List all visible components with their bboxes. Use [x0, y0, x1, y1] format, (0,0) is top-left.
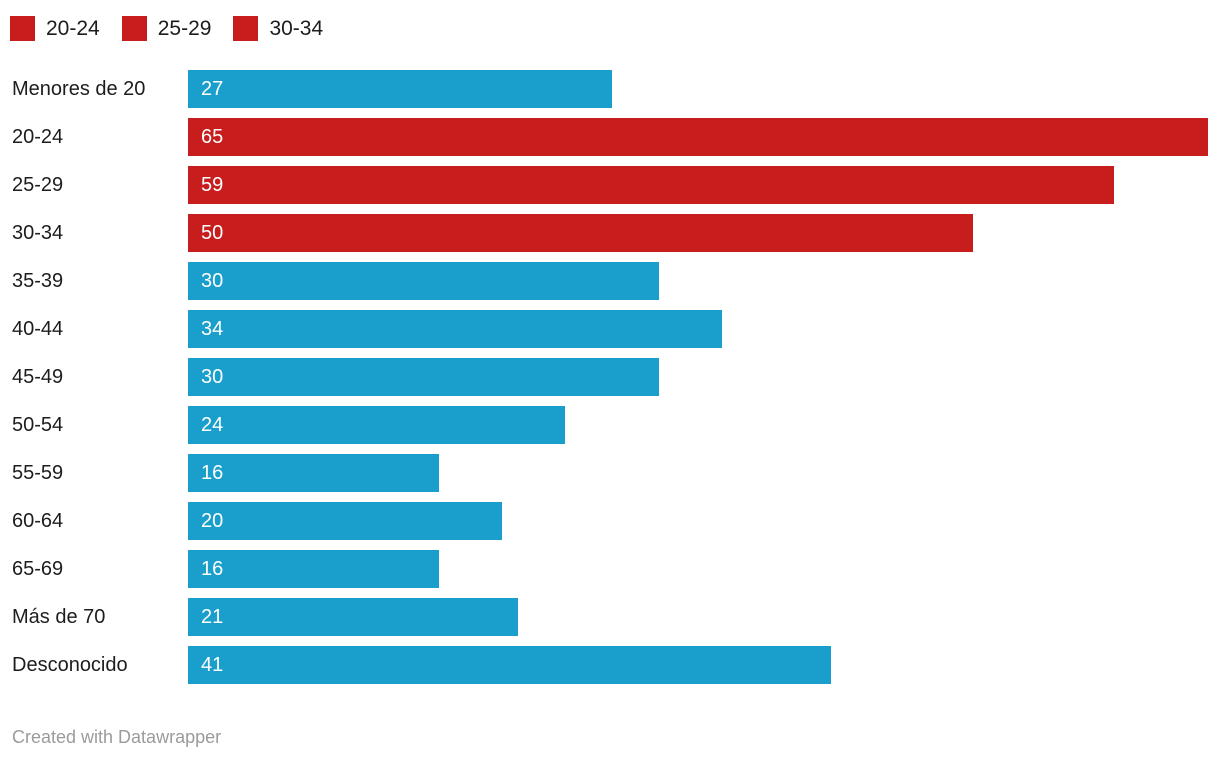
category-label: 55-59 — [12, 461, 64, 484]
category-label: 45-49 — [12, 365, 64, 388]
bar-track: 30 — [188, 262, 1208, 300]
bar-row: 60-64 20 — [0, 502, 1208, 540]
bar-value-label: 50 — [201, 221, 224, 244]
bar-value-label: 27 — [201, 77, 224, 100]
bar: 30 — [188, 262, 659, 300]
category-label: Desconocido — [12, 653, 128, 676]
datawrapper-credit-link[interactable]: Created with Datawrapper — [12, 727, 222, 747]
bar: 21 — [188, 598, 518, 636]
category-label: 20-24 — [12, 125, 64, 148]
bar: 27 — [188, 70, 612, 108]
bar: 34 — [188, 310, 722, 348]
bar-track: 59 — [188, 166, 1208, 204]
bar-value-label: 65 — [201, 125, 224, 148]
bar-value-label: 21 — [201, 605, 224, 628]
bar-value-label: 16 — [201, 461, 224, 484]
bar-track: 27 — [188, 70, 1208, 108]
bar-row: 40-44 34 — [0, 310, 1208, 348]
bar-rows: Menores de 20 27 20-24 65 25-29 59 30-34… — [0, 70, 1220, 684]
bar: 50 — [188, 214, 973, 252]
bar-track: 16 — [188, 550, 1208, 588]
bar-row: 50-54 24 — [0, 406, 1208, 444]
bar-track: 24 — [188, 406, 1208, 444]
bar: 30 — [188, 358, 659, 396]
bar: 20 — [188, 502, 502, 540]
bar-row: 55-59 16 — [0, 454, 1208, 492]
category-label: 40-44 — [12, 317, 64, 340]
bar-value-label: 34 — [201, 317, 224, 340]
legend: 20-24 25-29 30-34 — [10, 16, 1220, 41]
bar-track: 50 — [188, 214, 1208, 252]
legend-label: 25-29 — [157, 17, 212, 40]
legend-swatch-icon — [233, 16, 259, 41]
legend-label: 20-24 — [46, 17, 100, 40]
bar: 41 — [188, 646, 832, 684]
category-label: 35-39 — [12, 269, 64, 292]
bar-track: 20 — [188, 502, 1208, 540]
category-label: 60-64 — [12, 509, 64, 532]
bar-value-label: 30 — [201, 365, 224, 388]
legend-swatch-icon — [10, 16, 35, 41]
category-label: 25-29 — [12, 173, 64, 196]
bar-track: 34 — [188, 310, 1208, 348]
category-label: 50-54 — [12, 413, 64, 436]
bar-track: 16 — [188, 454, 1208, 492]
bar-row: 35-39 30 — [0, 262, 1208, 300]
bar: 65 — [188, 118, 1208, 156]
legend-swatch-icon — [121, 16, 147, 41]
bar-track: 30 — [188, 358, 1208, 396]
bar-row: Más de 70 21 — [0, 598, 1208, 636]
category-label: 30-34 — [12, 221, 64, 244]
bar-row: 20-24 65 — [0, 118, 1208, 156]
category-label: Menores de 20 — [12, 77, 146, 100]
bar-row: Menores de 20 27 — [0, 70, 1208, 108]
bar-value-label: 59 — [201, 173, 224, 196]
bar: 59 — [188, 166, 1114, 204]
bar-value-label: 20 — [201, 509, 224, 532]
legend-item-25-29: 25-29 — [121, 16, 212, 41]
bar-value-label: 30 — [201, 269, 224, 292]
bar-row: 25-29 59 — [0, 166, 1208, 204]
bar: 16 — [188, 454, 440, 492]
bar-track: 65 — [188, 118, 1208, 156]
legend-item-30-34: 30-34 — [233, 16, 323, 41]
bar-value-label: 24 — [201, 413, 224, 436]
bar: 16 — [188, 550, 440, 588]
bar-row: Desconocido 41 — [0, 646, 1208, 684]
category-label: 65-69 — [12, 557, 64, 580]
bar-row: 65-69 16 — [0, 550, 1208, 588]
bar-value-label: 16 — [201, 557, 224, 580]
category-label: Más de 70 — [12, 605, 106, 628]
bar-track: 41 — [188, 646, 1208, 684]
legend-label: 30-34 — [269, 17, 324, 40]
bar-track: 21 — [188, 598, 1208, 636]
bar-row: 45-49 30 — [0, 358, 1208, 396]
bar: 24 — [188, 406, 565, 444]
bar-row: 30-34 50 — [0, 214, 1208, 252]
bar-value-label: 41 — [201, 653, 224, 676]
legend-item-20-24: 20-24 — [10, 16, 100, 41]
